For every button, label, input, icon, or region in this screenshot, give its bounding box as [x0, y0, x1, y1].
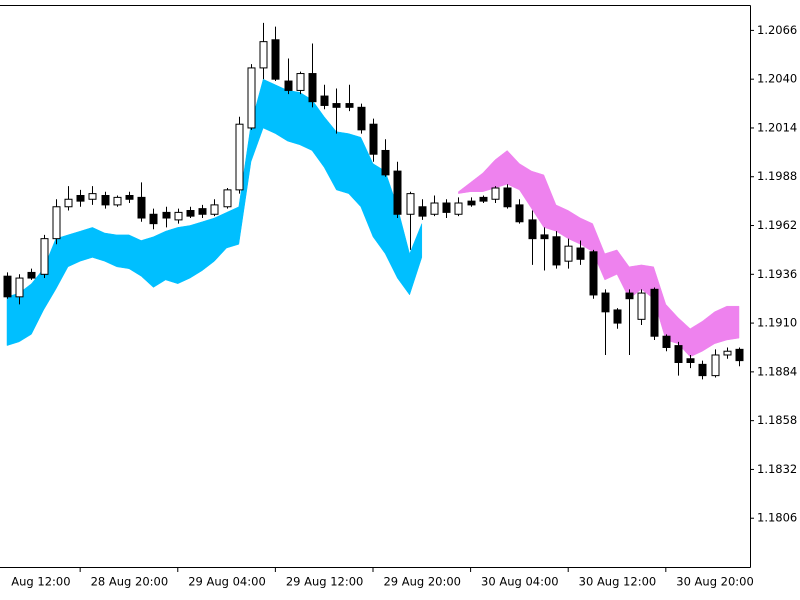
candle-body-down [467, 200, 476, 206]
plot-area [3, 22, 744, 380]
candle-body-down [503, 187, 512, 208]
candle-body-down [540, 234, 549, 240]
x-tick-label: 29 Aug 20:00 [383, 575, 461, 589]
candle-body-up [113, 196, 122, 206]
candle-body-up [637, 292, 646, 320]
candle-body-down [101, 195, 110, 206]
candle-body-down [271, 39, 280, 80]
y-tick-label: 1.1858 [757, 413, 797, 427]
candle-body-down [125, 195, 134, 200]
candle-body-down [601, 292, 610, 313]
y-tick-label: 1.1936 [757, 267, 797, 281]
candle-body-down [662, 335, 671, 348]
candle-body-down [735, 348, 744, 362]
candle-body-down [320, 95, 329, 106]
candle-body-down [650, 288, 659, 337]
candle-body-up [711, 354, 720, 377]
band-area [6, 78, 423, 346]
candle-body-up [174, 211, 183, 221]
candle-body-down [137, 196, 146, 219]
x-tick-label: Aug 12:00 [11, 575, 70, 589]
candle-body-down [686, 358, 695, 363]
y-tick-label: 1.1962 [757, 218, 797, 232]
candle-body-down [149, 213, 158, 225]
candle-body-up [223, 189, 232, 208]
candle-body-down [625, 292, 634, 300]
candle-body-down [27, 271, 36, 279]
y-tick-label: 1.2014 [757, 120, 797, 134]
candle-body-up [454, 202, 463, 215]
y-tick-label: 1.1988 [757, 169, 797, 183]
candle-body-down [357, 106, 366, 131]
candle-body-up [259, 41, 268, 69]
candle-body-down [698, 363, 707, 377]
candle-body-up [247, 67, 256, 129]
candle-body-down [162, 211, 171, 219]
candle-body-up [491, 187, 500, 200]
y-tick-label: 1.1910 [757, 316, 797, 330]
candle-body-up [723, 350, 732, 356]
candle-body-down [418, 206, 427, 217]
x-tick-label: 30 Aug 12:00 [579, 575, 657, 589]
axes: 1.2066 1.2040 1.2014 1.1988 1.1962 1.1936 1.19… [11, 23, 797, 589]
candle-body-down [393, 170, 402, 215]
y-tick-label: 1.2066 [757, 23, 797, 37]
candle-body-down [332, 103, 341, 108]
candle-body-up [430, 202, 439, 215]
candle-body-up [15, 277, 24, 298]
candle-body-up [210, 204, 219, 215]
candle-body-up [64, 198, 73, 208]
candle-body-down [528, 219, 537, 240]
x-tick-label: 29 Aug 12:00 [286, 575, 364, 589]
candle-body-up [296, 73, 305, 91]
candle-body-down [369, 123, 378, 155]
candle-body-down [674, 345, 683, 363]
candle-body-up [406, 193, 415, 215]
y-tick-label: 1.1884 [757, 364, 797, 378]
x-tick-label: 30 Aug 04:00 [481, 575, 559, 589]
candle-body-down [381, 149, 390, 176]
y-tick-label: 1.1806 [757, 511, 797, 525]
candle-body-down [308, 73, 317, 103]
candle-body-up [88, 193, 97, 200]
candle-body-down [613, 309, 622, 324]
candle-body-up [235, 123, 244, 191]
candle-body-down [479, 196, 488, 202]
candle-body-down [284, 80, 293, 91]
y-tick-label: 1.2040 [757, 72, 797, 86]
candle-body-down [345, 103, 354, 108]
x-tick-label: 28 Aug 20:00 [91, 575, 169, 589]
candle-body-down [576, 247, 585, 260]
band-area [458, 150, 740, 358]
candle-body-down [76, 195, 85, 202]
y-tick-label: 1.1832 [757, 462, 797, 476]
x-tick-label: 29 Aug 04:00 [188, 575, 266, 589]
candle-body-down [186, 210, 195, 217]
candle-body-up [40, 238, 49, 275]
candle-body-down [3, 275, 12, 298]
candle-body-down [198, 208, 207, 215]
x-tick-label: 30 Aug 20:00 [676, 575, 754, 589]
candle-body-down [515, 204, 524, 223]
candle-body-down [589, 251, 598, 296]
candle-body-down [552, 236, 561, 266]
candle-body-down [442, 202, 451, 213]
candle-body-up [52, 206, 61, 240]
candle-body-up [564, 245, 573, 262]
